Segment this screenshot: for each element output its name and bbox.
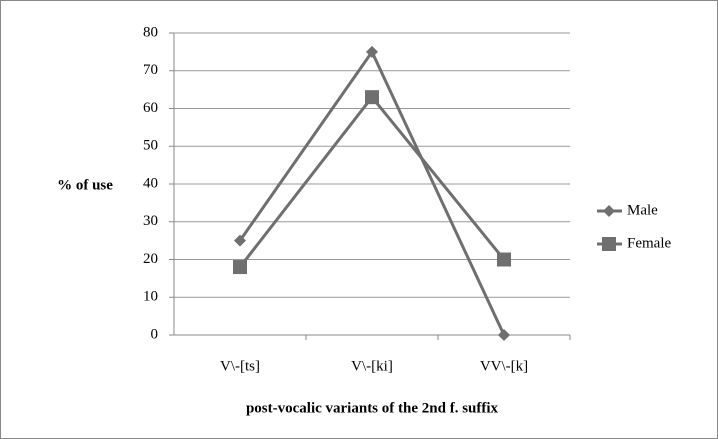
data-point — [233, 260, 247, 275]
y-tick-label: 40 — [143, 175, 158, 191]
x-axis-label: post-vocalic variants of the 2nd f. suff… — [246, 400, 499, 416]
y-tick-label: 20 — [143, 251, 158, 267]
y-axis-label: % of use — [57, 177, 113, 193]
legend-label: Male — [627, 202, 658, 218]
x-tick-label: VV\-[k] — [480, 358, 528, 374]
x-tick-label: V\-[ki] — [351, 358, 393, 374]
legend-marker — [602, 237, 616, 251]
legend-marker — [603, 205, 615, 217]
y-tick-label: 70 — [143, 62, 158, 78]
data-point — [366, 45, 378, 58]
data-point — [498, 329, 510, 341]
x-tick-label: V\-[ts] — [220, 358, 260, 374]
data-point — [234, 234, 246, 247]
y-tick-label: 80 — [143, 24, 158, 40]
data-point — [365, 90, 379, 105]
y-tick-label: 50 — [143, 138, 158, 154]
legend-label: Female — [627, 235, 671, 251]
data-point — [497, 252, 511, 267]
y-tick-label: 60 — [143, 100, 158, 116]
y-tick-label: 0 — [151, 326, 159, 342]
y-tick-label: 10 — [143, 289, 158, 305]
y-tick-label: 30 — [143, 213, 158, 229]
